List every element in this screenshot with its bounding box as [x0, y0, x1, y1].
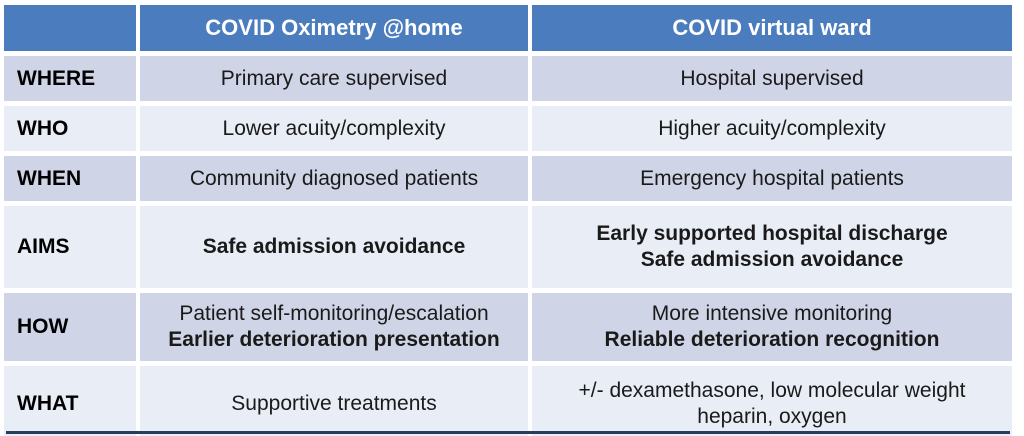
- table-cell: Safe admission avoidance: [140, 206, 528, 288]
- cell-text: Supportive treatments: [231, 392, 437, 415]
- cell-text: Higher acuity/complexity: [658, 116, 886, 140]
- cell-text: Primary care supervised: [220, 66, 448, 90]
- table-cell: More intensive monitoring Reliable deteri…: [532, 293, 1012, 361]
- cell-text: Emergency hospital patients: [640, 166, 904, 190]
- table-cell: Patient self-monitoring/escalation Earlie…: [140, 293, 528, 361]
- table-cell: Early supported hospital discharge Safe a…: [532, 206, 1012, 288]
- column-header-virtual-ward: COVID virtual ward: [532, 5, 1012, 51]
- table-bottom-border: [6, 431, 1010, 434]
- table-row-who: WHO Lower acuity/complexity Higher acuity/…: [4, 106, 1012, 151]
- table-row-when: WHEN Community diagnosed patients Emergenc…: [4, 156, 1012, 201]
- cell-text: +/- dexamethasone, low molecular weight …: [578, 379, 966, 428]
- table-row-where: WHERE Primary care supervised Hospital sup…: [4, 56, 1012, 101]
- header-row: COVID Oximetry @home COVID virtual ward: [4, 5, 1012, 51]
- cell-text: Earlier deterioration presentation: [168, 328, 500, 351]
- cell-text: Safe admission avoidance: [640, 248, 904, 271]
- row-label: WHERE: [4, 56, 136, 101]
- table-cell: Community diagnosed patients: [140, 156, 528, 201]
- row-label: HOW: [4, 293, 136, 361]
- row-label: WHEN: [4, 156, 136, 201]
- cell-text: Safe admission avoidance: [202, 235, 466, 258]
- table-row-what: WHAT Supportive treatments +/- dexamethaso…: [4, 366, 1012, 436]
- table-row-how: HOW Patient self-monitoring/escalation Ear…: [4, 293, 1012, 361]
- corner-cell: [4, 5, 136, 51]
- cell-text: Hospital supervised: [680, 66, 864, 90]
- cell-text: Lower acuity/complexity: [222, 116, 446, 140]
- cell-text: More intensive monitoring: [651, 302, 893, 325]
- table-cell: Emergency hospital patients: [532, 156, 1012, 201]
- table-cell: Higher acuity/complexity: [532, 106, 1012, 151]
- table-cell: Hospital supervised: [532, 56, 1012, 101]
- table-row-aims: AIMS Safe admission avoidance Early suppor…: [4, 206, 1012, 288]
- table-cell: Primary care supervised: [140, 56, 528, 101]
- cell-text: Patient self-monitoring/escalation: [179, 302, 489, 325]
- table-cell: Lower acuity/complexity: [140, 106, 528, 151]
- row-label: WHAT: [4, 366, 136, 436]
- table-cell: +/- dexamethasone, low molecular weight …: [532, 366, 1012, 436]
- row-label: AIMS: [4, 206, 136, 288]
- table-cell: Supportive treatments: [140, 366, 528, 436]
- column-header-oximetry-at-home: COVID Oximetry @home: [140, 5, 528, 51]
- cell-text: Community diagnosed patients: [189, 166, 479, 190]
- row-label: WHO: [4, 106, 136, 151]
- cell-text: Early supported hospital discharge: [596, 222, 948, 245]
- cell-text: Reliable deterioration recognition: [604, 328, 940, 351]
